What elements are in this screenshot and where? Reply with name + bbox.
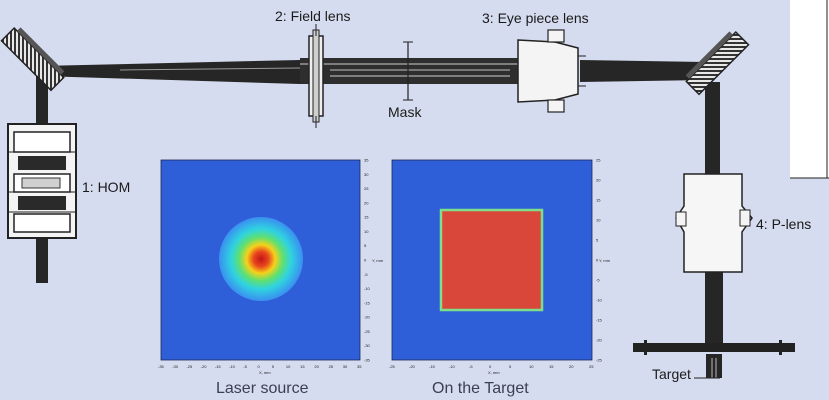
x-tick-label: -20: [201, 364, 208, 369]
y-tick-label: 5: [596, 238, 599, 243]
y-tick-labels: 35 30 25 20 15 10 5 0 -5 -10 -15 -20 -25 -30 -35: [364, 158, 371, 363]
x-tick-label: -15: [215, 364, 222, 369]
x-tick-label: -10: [229, 364, 236, 369]
x-tick-label: -25: [186, 364, 193, 369]
field-lens: [308, 24, 324, 128]
x-tick-label: 10: [529, 364, 534, 369]
p-lens: [675, 173, 753, 273]
beam-path-top: [40, 58, 705, 84]
right-mirror: [685, 30, 750, 96]
label-mask: Mask: [388, 104, 422, 120]
y-tick-label: 35: [364, 158, 369, 163]
y-tick-label: 15: [364, 215, 369, 220]
label-target: Target: [652, 366, 691, 382]
plot-on-target: -25 -20 -15 -10 -5 0 5 10 15 20 25 25 20 15 10 5 0 -5 -10…: [389, 158, 611, 398]
y-tick-label: 0: [364, 258, 367, 263]
y-tick-label: -25: [596, 358, 603, 363]
x-tick-labels: -35 -30 -25 -20 -15 -10 -5 0 5 10 15 20 25 30 35: [158, 364, 362, 369]
x-tick-label: -35: [158, 364, 165, 369]
target-plate: [633, 340, 795, 379]
x-tick-label: 0: [489, 364, 492, 369]
y-tick-label: -15: [364, 300, 371, 305]
x-tick-label: 5: [272, 364, 275, 369]
x-tick-label: 20: [314, 364, 319, 369]
x-tick-label: 20: [569, 364, 574, 369]
x-tick-label: -5: [243, 364, 247, 369]
x-tick-label: 5: [509, 364, 512, 369]
y-tick-label: 10: [596, 218, 601, 223]
y-tick-label: -20: [364, 315, 371, 320]
x-tick-label: 35: [357, 364, 362, 369]
beam-path-right: [705, 82, 723, 378]
x-tick-label: -5: [469, 364, 473, 369]
y-tick-label: -10: [364, 286, 371, 291]
plot-field: [391, 159, 593, 361]
y-tick-label: -10: [596, 298, 603, 303]
x-axis-label: X, mm: [259, 370, 271, 375]
y-axis-label: Y, mm: [372, 258, 384, 263]
x-tick-label: -15: [429, 364, 436, 369]
x-tick-label: 30: [343, 364, 348, 369]
label-eyepiece-lens: 3: Eye piece lens: [482, 10, 589, 26]
x-tick-label: -10: [449, 364, 456, 369]
y-tick-labels: 25 20 15 10 5 0 -5 -10 -15 -20 -25: [596, 158, 603, 363]
y-tick-label: 30: [364, 172, 369, 177]
y-tick-label: 25: [364, 186, 369, 191]
gaussian-beam-spot: [219, 217, 303, 301]
x-axis-label: X, mm: [488, 370, 500, 375]
eyepiece-lens: [517, 29, 586, 113]
plot-caption: On the Target: [432, 380, 529, 397]
x-tick-label: 25: [589, 364, 594, 369]
x-tick-labels: -25 -20 -15 -10 -5 0 5 10 15 20 25: [389, 364, 594, 369]
flat-top-square-profile: [439, 208, 544, 312]
y-tick-label: 15: [596, 198, 601, 203]
beam-path-left: [36, 76, 48, 283]
y-tick-label: 25: [596, 158, 601, 163]
y-tick-label: -5: [364, 272, 368, 277]
background-panel: [790, 0, 829, 178]
x-tick-label: 0: [258, 364, 261, 369]
y-tick-label: -35: [364, 358, 371, 363]
label-hom: 1: HOM: [82, 179, 130, 195]
label-p-lens: 4: P-lens: [756, 216, 811, 232]
y-tick-label: -15: [596, 318, 603, 323]
y-tick-label: -5: [596, 278, 600, 283]
plot-caption: Laser source: [216, 380, 309, 397]
y-tick-label: 5: [364, 243, 367, 248]
y-tick-label: 10: [364, 229, 369, 234]
x-tick-label: 15: [300, 364, 305, 369]
y-tick-label: -25: [364, 329, 371, 334]
y-tick-label: 20: [364, 200, 369, 205]
mask-element: [403, 41, 413, 101]
y-axis-label: Y, mm: [599, 258, 611, 263]
x-tick-label: -20: [409, 364, 416, 369]
y-tick-label: -30: [364, 343, 371, 348]
y-tick-label: 20: [596, 178, 601, 183]
y-tick-label: 0: [596, 258, 599, 263]
x-tick-label: 10: [286, 364, 291, 369]
left-mirror: [0, 26, 65, 92]
hom-element: [7, 123, 77, 239]
x-tick-label: -25: [389, 364, 396, 369]
x-tick-label: 25: [329, 364, 334, 369]
label-field-lens: 2: Field lens: [275, 8, 350, 24]
x-tick-label: 15: [549, 364, 554, 369]
x-tick-label: -30: [172, 364, 179, 369]
y-tick-label: -20: [596, 338, 603, 343]
plot-laser-source: -35 -30 -25 -20 -15 -10 -5 0 5 10 15 20 25 30 35 35 30 2…: [158, 158, 384, 398]
